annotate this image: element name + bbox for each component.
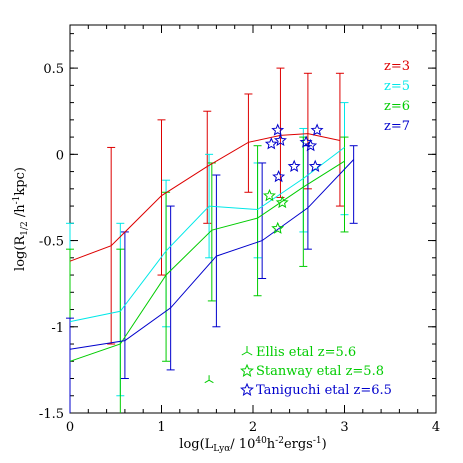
observation-star — [304, 138, 318, 152]
error-bars — [66, 67, 358, 413]
legend-entry-z=6: z=6 — [384, 99, 410, 114]
marker-legend-label: Ellis etal z=5.6 — [256, 345, 356, 360]
y-tick-label: -1 — [51, 321, 64, 336]
observation-tri — [204, 375, 214, 384]
x-tick-label: 0 — [66, 420, 74, 435]
marker-legend: Ellis etal z=5.6 Stanway etal z=5.8 Tanigu… — [240, 345, 392, 398]
y-tick-label: 0 — [56, 148, 64, 163]
observation-star — [308, 159, 322, 172]
observation-star — [273, 133, 287, 147]
series-line-z=5 — [69, 147, 345, 323]
legend-marker-star — [240, 382, 254, 396]
observation-star — [262, 188, 276, 202]
series-line-z=7 — [69, 159, 355, 350]
observation-star — [275, 195, 289, 209]
x-tick-label: 1 — [157, 420, 165, 435]
observation-star — [264, 137, 278, 150]
legend-entry-z=3: z=3 — [384, 59, 410, 74]
observation-star — [272, 170, 286, 183]
series-line-z=6 — [69, 160, 345, 362]
marker-legend-label: Taniguchi etal z=6.5 — [256, 383, 392, 398]
x-tick-label: 2 — [249, 420, 257, 435]
y-tick-label: 0.5 — [43, 62, 64, 77]
series-line-z=3 — [69, 133, 341, 262]
legend: z=3 z=5 z=6 z=7 — [384, 59, 410, 134]
x-tick-label: 3 — [340, 420, 348, 435]
legend-entry-z=5: z=5 — [384, 79, 410, 94]
series-lines — [69, 133, 355, 362]
legend-marker-tri — [241, 346, 253, 356]
observation-star — [310, 123, 324, 136]
x-axis-label: log(LLyα/ 1040h-2ergs-1) — [179, 436, 326, 454]
observation-star — [271, 123, 285, 136]
x-tick-label: 4 — [432, 420, 440, 435]
legend-marker-star — [240, 363, 254, 377]
observation-star — [271, 221, 285, 234]
y-axis-label: log(R1/2 /h-1kpc) — [12, 167, 30, 271]
y-tick-label: -1.5 — [39, 407, 64, 422]
y-tick-label: -0.5 — [39, 235, 64, 250]
observation-markers — [204, 123, 324, 384]
marker-legend-label: Stanway etal z=5.8 — [256, 364, 384, 379]
legend-entry-z=7: z=7 — [384, 119, 410, 134]
observation-star — [287, 159, 301, 172]
axis-ticks: 0 1 2 3 4 -1.5 -1 -0.5 0 0.5 — [39, 25, 440, 435]
